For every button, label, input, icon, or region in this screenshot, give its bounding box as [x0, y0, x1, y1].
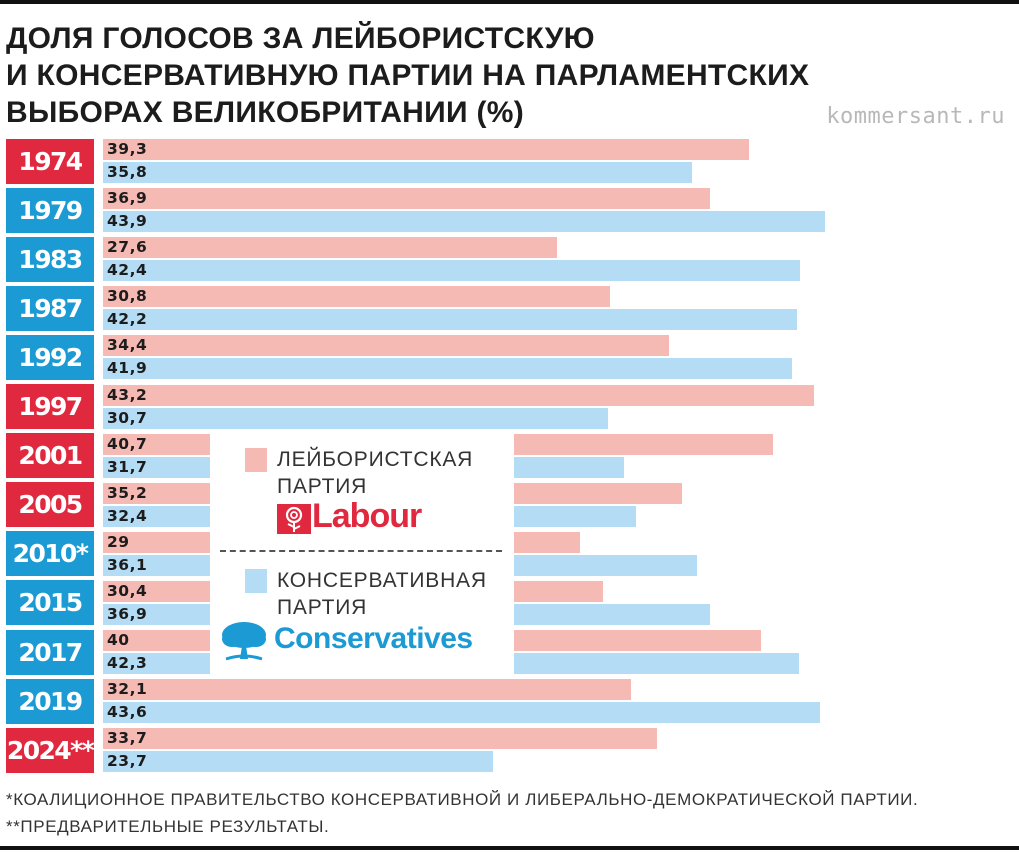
labour-bar	[103, 139, 750, 160]
year-label: 2017	[6, 629, 94, 675]
labour-bar	[103, 335, 669, 357]
conservative-value-label: 43,6	[107, 703, 148, 722]
footnote-preliminary: **ПРЕДВАРИТЕЛЬНЫЕ РЕЗУЛЬТАТЫ.	[6, 817, 330, 836]
labour-bar	[103, 286, 610, 308]
conservative-value-label: 42,3	[107, 654, 148, 672]
conservative-bar	[103, 309, 798, 331]
conservative-value-label: 36,9	[107, 604, 148, 623]
labour-value-label: 39,3	[107, 140, 148, 158]
conservative-value-label: 42,4	[107, 261, 148, 280]
conservative-bar	[103, 407, 608, 429]
conservative-bar	[103, 211, 826, 233]
conservative-value-label: 23,7	[107, 752, 148, 771]
conservative-bar	[103, 162, 692, 183]
labour-legend-swatch	[245, 448, 267, 472]
labour-value-label: 36,9	[107, 189, 148, 208]
conservative-bar	[103, 358, 793, 380]
conservative-bar	[103, 260, 801, 282]
labour-bar	[103, 728, 658, 750]
labour-value-label: 34,4	[107, 336, 148, 355]
conservative-bar	[103, 751, 493, 773]
source-label: kommersant.ru	[826, 104, 1005, 129]
labour-value-label: 43,2	[107, 385, 148, 404]
title-line: И КОНСЕРВАТИВНУЮ ПАРТИИ НА ПАРЛАМЕНТСКИХ	[6, 59, 810, 92]
conservative-value-label: 32,4	[107, 506, 148, 525]
conservative-value-label: 35,8	[107, 163, 148, 181]
labour-bar	[103, 188, 710, 210]
labour-value-label: 40	[107, 631, 130, 649]
conservative-value-label: 42,2	[107, 310, 148, 329]
labour-bar	[103, 384, 814, 406]
year-label: 2019	[6, 678, 94, 724]
conservative-tree-icon	[222, 622, 266, 661]
labour-value-label: 33,7	[107, 729, 148, 748]
labour-value-label: 35,2	[107, 483, 148, 502]
conservative-legend-swatch	[245, 569, 267, 593]
bottom-rule	[0, 846, 1019, 850]
labour-value-label: 29	[107, 532, 130, 551]
conservative-value-label: 30,7	[107, 408, 148, 427]
year-label: 2024**	[6, 727, 95, 773]
year-label: 1974	[6, 138, 94, 184]
labour-legend-label-line1: ЛЕЙБОРИСТСКАЯ	[277, 448, 474, 471]
conservative-logo-text: Conservatives	[274, 622, 473, 655]
labour-value-label: 27,6	[107, 238, 148, 257]
year-label: 1987	[6, 285, 94, 331]
title-line: ВЫБОРАХ ВЕЛИКОБРИТАНИИ (%)	[6, 96, 525, 129]
chart-title: ДОЛЯ ГОЛОСОВ ЗА ЛЕЙБОРИСТСКУЮ И КОНСЕРВА…	[6, 20, 809, 131]
conservative-value-label: 41,9	[107, 359, 148, 378]
labour-value-label: 30,8	[107, 287, 148, 306]
conservative-legend-label-line1: КОНСЕРВАТИВНАЯ	[277, 569, 487, 592]
year-label: 2001	[6, 433, 94, 479]
labour-rose-icon	[277, 504, 311, 534]
labour-logo-text: Labour	[312, 497, 422, 535]
conservative-value-label: 43,9	[107, 212, 148, 231]
labour-value-label: 30,4	[107, 581, 148, 600]
year-label: 2010*	[6, 531, 94, 577]
conservative-bar	[103, 702, 821, 724]
title-line: ДОЛЯ ГОЛОСОВ ЗА ЛЕЙБОРИСТСКУЮ	[6, 22, 595, 55]
labour-bar	[103, 679, 632, 701]
top-rule	[0, 0, 1019, 4]
conservative-legend-label-line2: ПАРТИЯ	[277, 596, 368, 619]
footnote-coalition: *КОАЛИЦИОННОЕ ПРАВИТЕЛЬСТВО КОНСЕРВАТИВН…	[6, 790, 919, 809]
labour-legend-label-line2: ПАРТИЯ	[277, 475, 368, 498]
legend-divider	[220, 550, 502, 552]
year-label: 2015	[6, 580, 94, 626]
year-label: 1979	[6, 187, 94, 233]
conservative-value-label: 36,1	[107, 555, 148, 574]
year-label: 2005	[6, 482, 94, 528]
year-label: 1992	[6, 334, 94, 380]
conservative-value-label: 31,7	[107, 457, 148, 476]
labour-value-label: 32,1	[107, 680, 148, 699]
labour-value-label: 40,7	[107, 434, 148, 453]
labour-bar	[103, 237, 558, 259]
year-label: 1997	[6, 384, 94, 429]
year-label: 1983	[6, 236, 94, 282]
